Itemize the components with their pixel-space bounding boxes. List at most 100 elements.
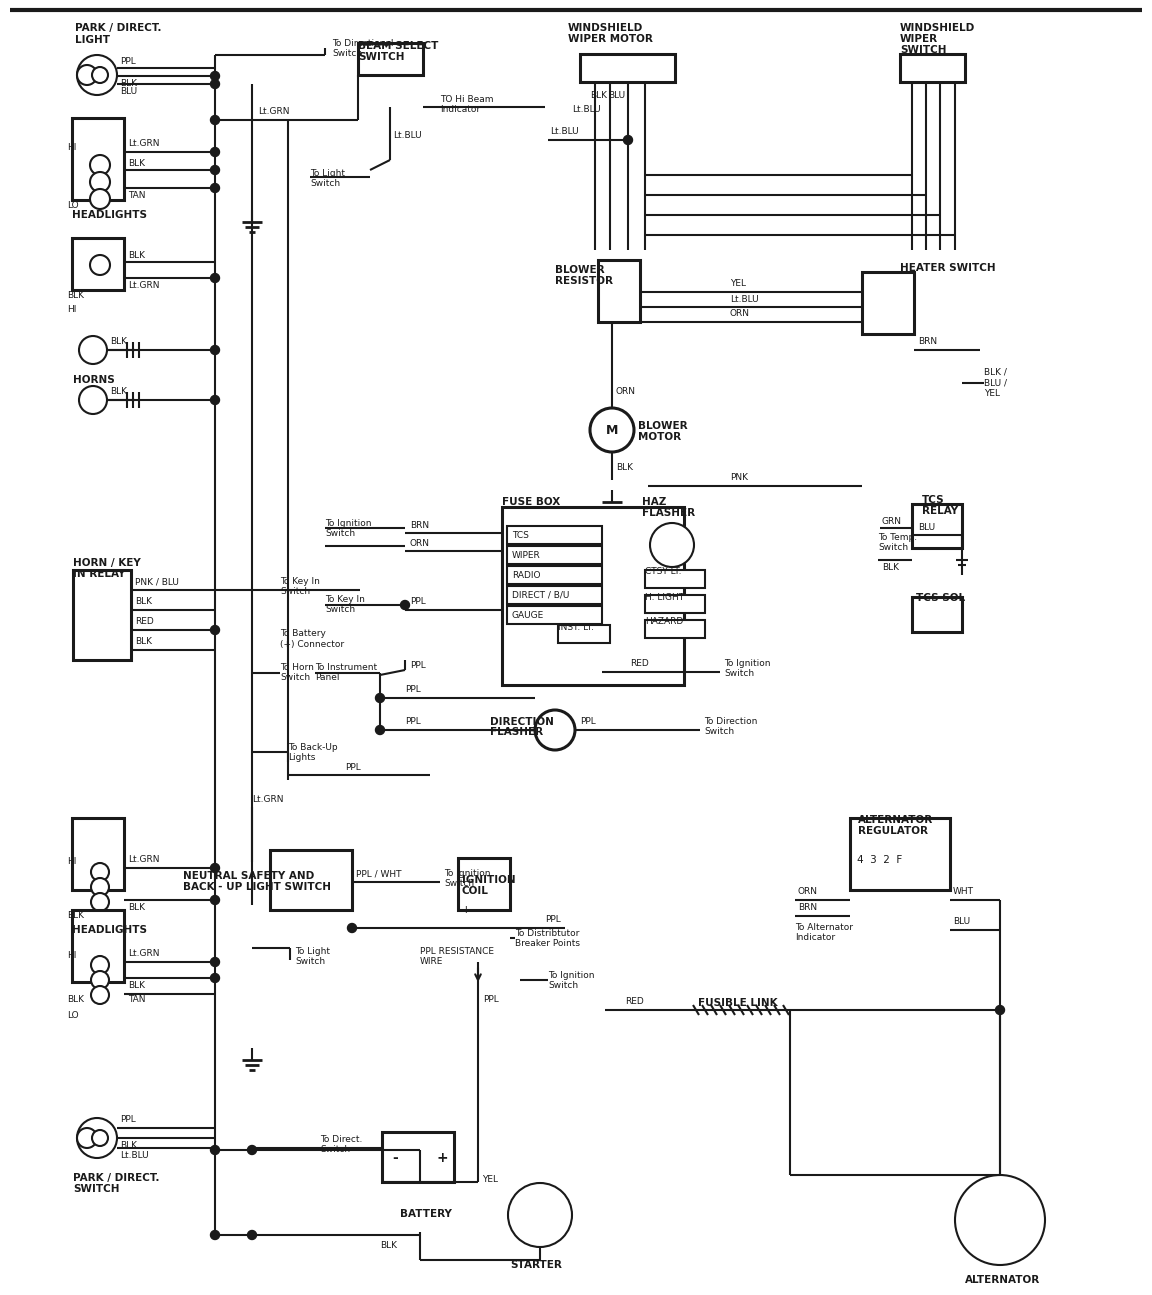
Text: Switch: Switch xyxy=(280,588,310,597)
Text: Switch: Switch xyxy=(704,728,734,737)
Text: BLK: BLK xyxy=(128,158,145,167)
Text: BLOWER: BLOWER xyxy=(638,421,688,431)
Text: LO: LO xyxy=(67,201,78,210)
Text: BACK - UP LIGHT SWITCH: BACK - UP LIGHT SWITCH xyxy=(183,882,331,892)
Text: HAZARD: HAZARD xyxy=(645,618,683,627)
Text: HEATER SWITCH: HEATER SWITCH xyxy=(900,263,995,273)
Bar xyxy=(358,43,423,75)
Text: BLOWER: BLOWER xyxy=(555,265,605,275)
Text: RELAY: RELAY xyxy=(922,506,958,515)
Text: TCS: TCS xyxy=(511,531,529,540)
Circle shape xyxy=(248,1230,257,1239)
Text: REGULATOR: REGULATOR xyxy=(858,826,929,837)
Text: +: + xyxy=(435,1151,448,1166)
Text: Panel: Panel xyxy=(314,673,340,682)
Text: COIL: COIL xyxy=(462,886,488,896)
Bar xyxy=(382,1132,454,1182)
Text: LO: LO xyxy=(67,1010,78,1019)
Circle shape xyxy=(590,408,634,452)
Text: HORNS: HORNS xyxy=(73,376,115,385)
Text: BLK: BLK xyxy=(67,910,84,919)
Bar xyxy=(502,508,684,685)
Bar xyxy=(507,587,602,603)
Circle shape xyxy=(90,255,109,275)
Text: PPL / WHT: PPL / WHT xyxy=(356,869,402,878)
Text: ORN: ORN xyxy=(730,310,750,319)
Bar xyxy=(850,818,950,890)
Text: To Direction: To Direction xyxy=(704,717,757,726)
Text: Switch: Switch xyxy=(878,543,908,552)
Bar xyxy=(71,818,124,890)
Text: HAZ: HAZ xyxy=(642,497,666,508)
Text: To Alternator: To Alternator xyxy=(795,923,852,932)
Text: BLK: BLK xyxy=(109,338,127,347)
Text: BLK: BLK xyxy=(590,91,607,100)
Circle shape xyxy=(90,172,109,192)
Text: To Ignition: To Ignition xyxy=(325,518,371,527)
Text: To Instrument: To Instrument xyxy=(314,663,377,672)
Text: SWITCH: SWITCH xyxy=(358,52,404,62)
Text: Indicator: Indicator xyxy=(795,934,835,943)
Bar xyxy=(645,570,705,588)
Bar xyxy=(507,566,602,584)
Bar xyxy=(71,910,124,982)
Circle shape xyxy=(623,136,632,145)
Text: BLK: BLK xyxy=(380,1241,397,1250)
Text: BLK /: BLK / xyxy=(984,368,1007,377)
Text: PPL: PPL xyxy=(406,717,420,726)
Bar xyxy=(912,597,962,632)
Text: Switch: Switch xyxy=(332,49,362,58)
Text: WINDSHIELD: WINDSHIELD xyxy=(568,23,643,32)
Text: RADIO: RADIO xyxy=(511,571,540,579)
Bar xyxy=(900,54,965,82)
Bar xyxy=(645,594,705,613)
Circle shape xyxy=(90,155,109,175)
Text: Switch: Switch xyxy=(723,670,755,679)
Circle shape xyxy=(211,957,220,966)
Bar xyxy=(507,606,602,624)
Text: WINDSHIELD: WINDSHIELD xyxy=(900,23,976,32)
Circle shape xyxy=(211,148,220,157)
Text: To Directional: To Directional xyxy=(332,40,394,48)
Text: PARK / DIRECT.: PARK / DIRECT. xyxy=(73,1173,159,1184)
Text: BLK: BLK xyxy=(616,464,632,473)
Text: To Battery: To Battery xyxy=(280,629,326,638)
Circle shape xyxy=(77,54,118,95)
Text: To Direct.: To Direct. xyxy=(320,1136,363,1145)
Circle shape xyxy=(211,1230,220,1239)
Circle shape xyxy=(995,1005,1005,1014)
Circle shape xyxy=(211,115,220,124)
Circle shape xyxy=(650,523,694,567)
Text: BLK: BLK xyxy=(67,996,84,1005)
Text: WHT: WHT xyxy=(953,887,973,896)
Text: To Light: To Light xyxy=(295,948,329,957)
Text: IN RELAY: IN RELAY xyxy=(73,569,126,579)
Text: RED: RED xyxy=(630,659,649,668)
Text: Switch: Switch xyxy=(444,879,475,888)
Circle shape xyxy=(90,189,109,208)
Text: BLK: BLK xyxy=(109,387,127,396)
Text: ALTERNATOR: ALTERNATOR xyxy=(965,1276,1040,1285)
Text: (+) Connector: (+) Connector xyxy=(280,640,344,649)
Bar xyxy=(507,546,602,565)
Text: To Distribtutor: To Distribtutor xyxy=(515,930,579,939)
Circle shape xyxy=(348,923,356,932)
Text: TCS: TCS xyxy=(922,495,945,505)
Text: Switch: Switch xyxy=(548,980,578,989)
Text: Switch: Switch xyxy=(325,528,355,537)
Circle shape xyxy=(211,166,220,175)
Text: SWITCH: SWITCH xyxy=(73,1184,120,1194)
Text: ORN: ORN xyxy=(798,887,818,896)
Bar xyxy=(579,54,675,82)
Text: PPL: PPL xyxy=(120,57,136,66)
Text: Lt.GRN: Lt.GRN xyxy=(128,140,159,149)
Text: Lt.GRN: Lt.GRN xyxy=(128,856,159,865)
Text: BATTERY: BATTERY xyxy=(400,1210,452,1219)
Text: Switch: Switch xyxy=(320,1146,350,1155)
Text: BLK: BLK xyxy=(120,1141,137,1150)
Text: BRN: BRN xyxy=(798,904,817,913)
Text: CTSY LT.: CTSY LT. xyxy=(645,567,682,576)
Bar xyxy=(862,272,914,334)
Circle shape xyxy=(79,386,107,414)
Text: BRN: BRN xyxy=(918,338,937,347)
